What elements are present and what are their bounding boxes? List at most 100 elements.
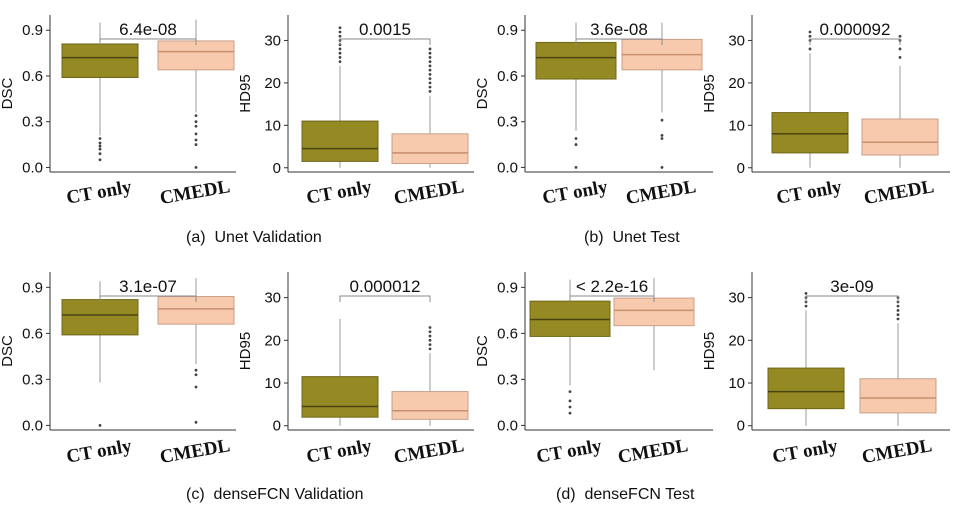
box-cmedl bbox=[859, 296, 937, 426]
chart-panel-3: 0.0 0.3 0.6 0.9 DSC 3.6e-08 CT only CMEDL bbox=[474, 15, 713, 209]
outlier-point bbox=[808, 30, 812, 34]
y-tick-label: 0.3 bbox=[497, 371, 518, 388]
outlier-point bbox=[194, 368, 198, 372]
y-tick-label: 0.6 bbox=[497, 325, 518, 342]
box-iqr bbox=[861, 118, 939, 156]
outlier-point bbox=[338, 60, 342, 64]
x-category-label: CT only bbox=[541, 176, 610, 208]
outlier-point bbox=[338, 34, 342, 38]
box-iqr bbox=[391, 133, 469, 165]
x-category-label: CMEDL bbox=[158, 176, 231, 209]
box-iqr bbox=[613, 297, 695, 327]
outlier-point bbox=[428, 343, 432, 346]
outlier-point bbox=[428, 56, 432, 59]
outlier-point bbox=[568, 399, 572, 403]
x-category-label: CMEDL bbox=[862, 176, 935, 209]
outlier-point bbox=[428, 60, 432, 64]
y-axis-label: DSC bbox=[0, 77, 16, 109]
p-value-label: 3e-09 bbox=[830, 277, 873, 296]
y-axis-label: DSC bbox=[474, 335, 491, 367]
chart-panel-6: 0 10 20 30 HD95 0.000012 CT only CMEDL bbox=[237, 272, 474, 468]
outlier-point bbox=[660, 166, 664, 169]
box-iqr bbox=[61, 43, 139, 78]
box-ct-only bbox=[301, 26, 379, 168]
chart-panel-2: 0 10 20 30 HD95 0.0015 CT only CMEDL bbox=[237, 15, 474, 209]
y-tick-label: 20 bbox=[728, 332, 745, 349]
box-iqr bbox=[61, 299, 139, 336]
x-category-label: CT only bbox=[535, 435, 604, 467]
outlier-point bbox=[98, 423, 102, 427]
box-ct-only bbox=[301, 318, 379, 426]
outlier-point bbox=[98, 147, 102, 151]
outlier-point bbox=[898, 56, 902, 59]
box-cmedl bbox=[861, 34, 939, 168]
p-value-label: 3.6e-08 bbox=[590, 20, 648, 39]
outlier-point bbox=[574, 166, 578, 169]
outlier-point bbox=[194, 420, 198, 424]
y-tick-label: 0.3 bbox=[22, 371, 43, 388]
caption-a-label: (a) bbox=[186, 229, 206, 246]
caption-d: (d) denseFCN Test bbox=[556, 486, 694, 504]
caption-a-text: Unet Validation bbox=[214, 229, 322, 246]
y-tick-label: 0.6 bbox=[22, 325, 43, 342]
significance-bracket bbox=[339, 295, 431, 302]
outlier-point bbox=[338, 26, 342, 30]
caption-b-text: Unet Test bbox=[612, 229, 680, 246]
outlier-point bbox=[660, 118, 664, 122]
outlier-point bbox=[98, 144, 102, 148]
y-axis-label: HD95 bbox=[701, 332, 718, 370]
x-category-label: CMEDL bbox=[392, 435, 465, 468]
y-tick-label: 30 bbox=[728, 32, 745, 49]
caption-b-label: (b) bbox=[584, 229, 604, 246]
significance-bracket bbox=[569, 295, 655, 302]
outlier-point bbox=[428, 347, 432, 351]
outlier-point bbox=[660, 137, 664, 140]
y-axis-label: DSC bbox=[0, 335, 16, 367]
box-cmedl bbox=[391, 326, 469, 426]
outlier-point bbox=[896, 313, 900, 317]
y-tick-label: 20 bbox=[728, 75, 745, 92]
y-tick-label: 0.0 bbox=[22, 417, 43, 434]
y-tick-label: 10 bbox=[264, 375, 281, 392]
outlier-point bbox=[98, 158, 102, 162]
caption-a: (a) Unet Validation bbox=[186, 229, 322, 247]
y-tick-label: 0.3 bbox=[497, 114, 518, 131]
p-value-label: 3.1e-07 bbox=[119, 277, 177, 296]
y-tick-label: 30 bbox=[264, 290, 281, 307]
outlier-point bbox=[660, 134, 664, 137]
box-ct-only bbox=[61, 22, 139, 162]
outlier-point bbox=[808, 47, 812, 51]
box-iqr bbox=[859, 378, 937, 414]
y-tick-label: 30 bbox=[264, 32, 281, 49]
y-tick-label: 0 bbox=[273, 418, 281, 435]
outlier-point bbox=[194, 166, 198, 169]
p-value-label: 0.000012 bbox=[350, 277, 421, 296]
outlier-point bbox=[896, 304, 900, 308]
chart-panel-7: 0.0 0.3 0.6 0.9 DSC < 2.2e-16 CT only CMEDL bbox=[474, 272, 713, 468]
x-category-label: CT only bbox=[305, 176, 374, 208]
chart-panel-5: 0.0 0.3 0.6 0.9 DSC 3.1e-07 CT only CMEDL bbox=[0, 272, 236, 468]
box-cmedl bbox=[157, 19, 235, 169]
box-cmedl bbox=[621, 22, 703, 169]
x-category-label: CMEDL bbox=[158, 435, 231, 468]
outlier-point bbox=[98, 141, 102, 145]
outlier-point bbox=[428, 85, 432, 89]
caption-d-text: denseFCN Test bbox=[584, 486, 695, 503]
x-category-label: CT only bbox=[775, 176, 844, 208]
outlier-point bbox=[194, 373, 198, 377]
outlier-point bbox=[428, 77, 432, 81]
chart-panel-1: 0.0 0.3 0.6 0.9 DSC 6.4e-08 CT only CMEDL bbox=[0, 15, 236, 209]
outlier-point bbox=[194, 138, 198, 142]
box-iqr bbox=[767, 367, 845, 410]
y-axis-label: DSC bbox=[474, 77, 491, 109]
p-value-label: < 2.2e-16 bbox=[576, 277, 648, 296]
y-tick-label: 0 bbox=[737, 418, 745, 435]
outlier-point bbox=[898, 47, 902, 51]
box-ct-only bbox=[61, 281, 139, 427]
outlier-point bbox=[804, 291, 808, 295]
caption-c-text: denseFCN Validation bbox=[213, 486, 364, 503]
p-value-label: 0.0015 bbox=[359, 20, 411, 39]
p-value-label: 0.000092 bbox=[820, 20, 891, 39]
outlier-point bbox=[896, 309, 900, 312]
